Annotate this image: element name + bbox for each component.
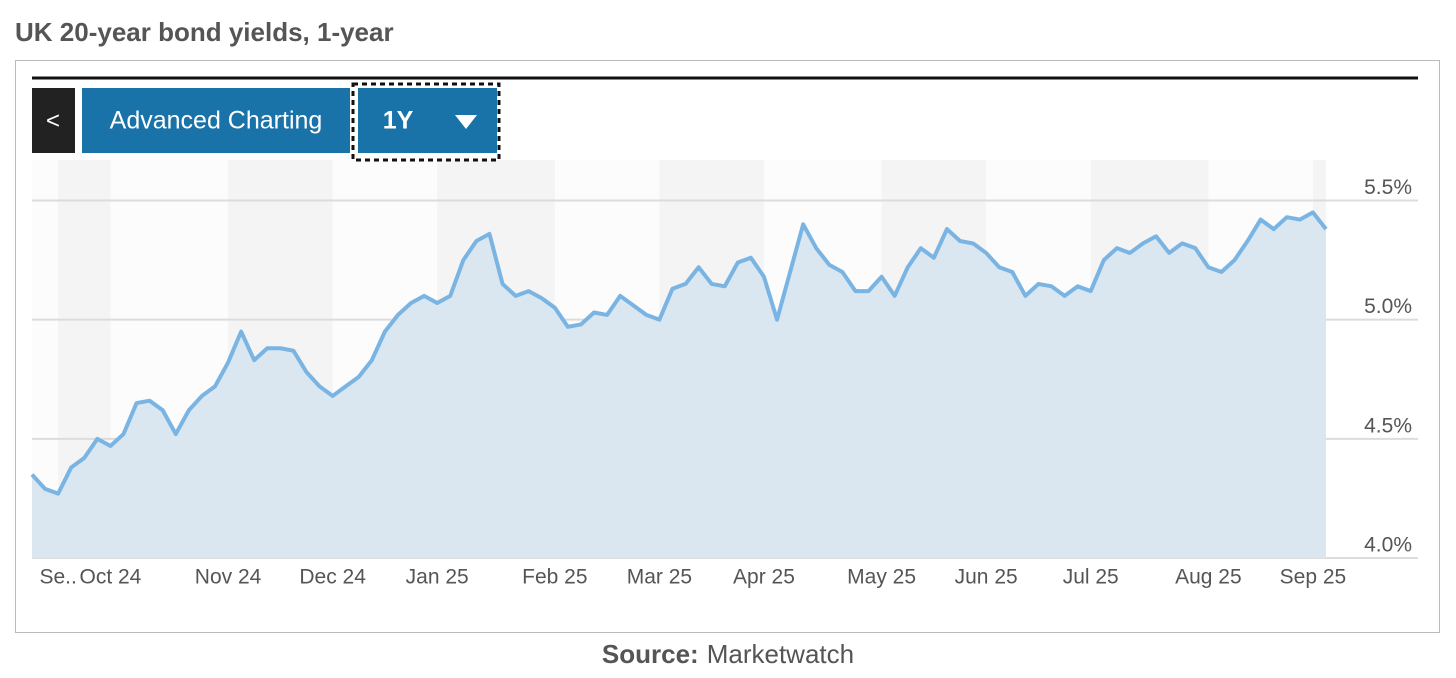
back-label: <: [46, 107, 60, 134]
dropdown-arrow: [455, 115, 477, 129]
x-tick-label: Feb 25: [522, 566, 587, 589]
y-tick-label: 5.0%: [1364, 295, 1412, 318]
x-tick-label: Se..: [39, 566, 76, 589]
plot-area: 4.0% 4.5% 5.0% 5.5% Se.. Oct 24 Nov 24 Dec 24 Ja…: [30, 160, 1418, 589]
source-label: Source:: [602, 639, 699, 669]
x-tick-label: Dec 24: [299, 566, 366, 589]
x-tick-label: Mar 25: [627, 566, 692, 589]
y-tick-label: 5.5%: [1364, 176, 1412, 199]
y-tick-label: 4.5%: [1364, 414, 1412, 437]
range-label: 1Y: [383, 107, 414, 135]
x-tick-label: Jan 25: [406, 566, 469, 589]
area-fill: [32, 212, 1326, 558]
advanced-button[interactable]: [82, 88, 350, 153]
line: [30, 210, 1328, 496]
y-tick-label: 4.0%: [1364, 534, 1412, 557]
x-tick-label: Oct 24: [79, 566, 141, 589]
x-tick-label: Apr 25: [733, 566, 795, 589]
x-tick-label: Jul 25: [1063, 566, 1119, 589]
advanced-label: Advanced Charting: [110, 107, 323, 135]
back-button[interactable]: [32, 88, 75, 153]
x-tick-label: Sep 25: [1280, 566, 1347, 589]
source-name: Marketwatch: [707, 639, 854, 669]
x-tick-label: May 25: [847, 566, 916, 589]
chart-title: UK 20-year bond yields, 1-year: [15, 17, 394, 47]
range-button[interactable]: [358, 88, 497, 153]
x-tick-label: Jun 25: [955, 566, 1018, 589]
x-tick-label: Nov 24: [195, 566, 262, 589]
x-tick-label: Aug 25: [1175, 566, 1242, 589]
